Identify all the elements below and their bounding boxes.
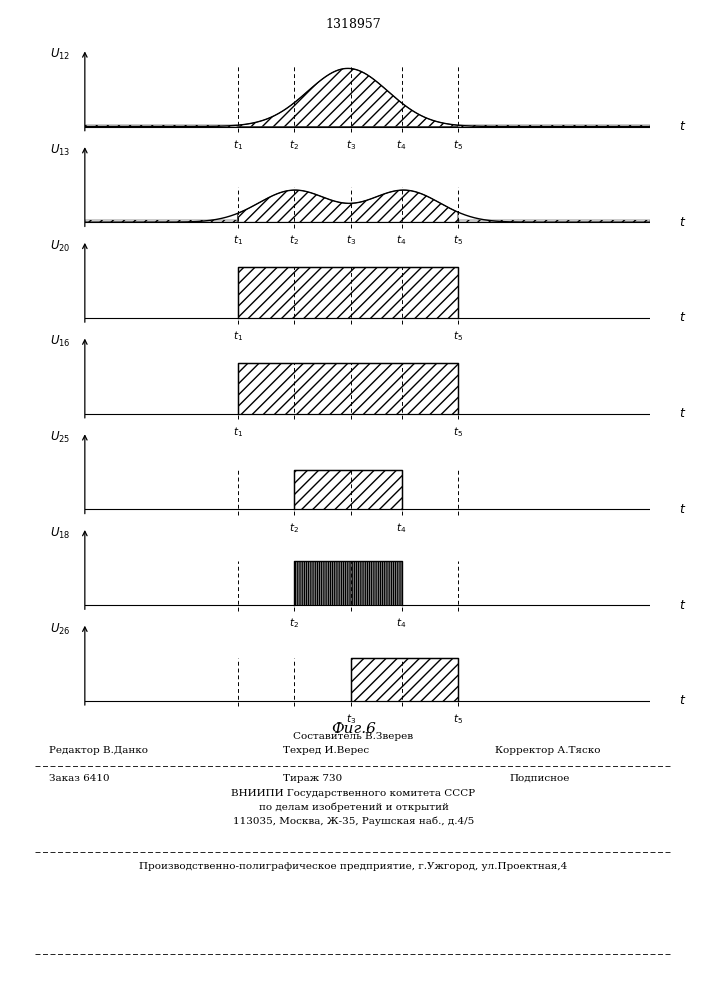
Text: 113035, Москва, Ж-35, Раушская наб., д.4/5: 113035, Москва, Ж-35, Раушская наб., д.4… <box>233 817 474 826</box>
Text: $U_{25}$: $U_{25}$ <box>50 430 71 445</box>
Text: по делам изобретений и открытий: по делам изобретений и открытий <box>259 803 448 812</box>
Text: $t_3$: $t_3$ <box>346 138 356 152</box>
Text: $t_2$: $t_2$ <box>289 234 299 247</box>
Text: ВНИИПИ Государственного комитета СССР: ВНИИПИ Государственного комитета СССР <box>231 789 476 798</box>
Text: $U_{26}$: $U_{26}$ <box>50 621 71 637</box>
Text: $t$: $t$ <box>679 503 686 516</box>
Text: $t_5$: $t_5$ <box>453 329 463 343</box>
Text: $t_5$: $t_5$ <box>453 234 463 247</box>
Text: $U_{12}$: $U_{12}$ <box>50 47 71 62</box>
Text: $U_{20}$: $U_{20}$ <box>50 239 71 254</box>
Text: Корректор А.Тяско: Корректор А.Тяско <box>495 746 600 755</box>
Text: $t_1$: $t_1$ <box>233 138 243 152</box>
Text: $t_5$: $t_5$ <box>453 712 463 726</box>
Text: $t_1$: $t_1$ <box>233 234 243 247</box>
Text: Заказ 6410: Заказ 6410 <box>49 774 110 783</box>
Text: $t$: $t$ <box>679 311 686 324</box>
Text: Тираж 730: Тираж 730 <box>283 774 342 783</box>
Text: $U_{13}$: $U_{13}$ <box>50 143 71 158</box>
Text: $t$: $t$ <box>679 407 686 420</box>
Text: $t_2$: $t_2$ <box>289 138 299 152</box>
Text: Редактор В.Данко: Редактор В.Данко <box>49 746 148 755</box>
Text: Подписное: Подписное <box>509 774 569 783</box>
Text: $t_1$: $t_1$ <box>233 425 243 439</box>
Text: $t_5$: $t_5$ <box>453 138 463 152</box>
Text: $t_4$: $t_4$ <box>397 521 407 535</box>
Text: 1318957: 1318957 <box>326 18 381 31</box>
Text: $t_1$: $t_1$ <box>233 329 243 343</box>
Text: $U_{16}$: $U_{16}$ <box>50 334 71 349</box>
Text: $t_4$: $t_4$ <box>397 138 407 152</box>
Text: $t_3$: $t_3$ <box>346 712 356 726</box>
Text: $t$: $t$ <box>679 694 686 707</box>
Text: $t_4$: $t_4$ <box>397 616 407 630</box>
Text: Производственно-полиграфическое предприятие, г.Ужгород, ул.Проектная,4: Производственно-полиграфическое предприя… <box>139 862 568 871</box>
Text: $t_2$: $t_2$ <box>289 616 299 630</box>
Text: $t_4$: $t_4$ <box>397 234 407 247</box>
Text: Фиг.6: Фиг.6 <box>331 722 376 736</box>
Text: Составитель В.Зверев: Составитель В.Зверев <box>293 732 414 741</box>
Text: $t$: $t$ <box>679 216 686 229</box>
Text: $t_3$: $t_3$ <box>346 234 356 247</box>
Text: $t$: $t$ <box>679 120 686 133</box>
Text: Техред И.Верес: Техред И.Верес <box>283 746 369 755</box>
Text: $t$: $t$ <box>679 599 686 612</box>
Text: $t_5$: $t_5$ <box>453 425 463 439</box>
Text: $U_{18}$: $U_{18}$ <box>50 526 71 541</box>
Text: $t_2$: $t_2$ <box>289 521 299 535</box>
